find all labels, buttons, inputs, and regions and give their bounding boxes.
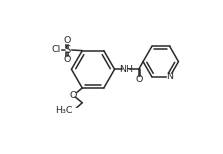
Text: O: O	[70, 91, 77, 100]
Polygon shape	[65, 47, 70, 53]
Polygon shape	[68, 108, 77, 113]
Polygon shape	[136, 77, 141, 82]
Text: N: N	[166, 72, 173, 81]
Polygon shape	[123, 67, 129, 72]
Text: S: S	[64, 45, 71, 55]
Polygon shape	[167, 75, 172, 79]
Polygon shape	[53, 47, 60, 53]
Polygon shape	[65, 57, 70, 62]
Text: O: O	[64, 55, 71, 64]
Text: NH: NH	[119, 65, 133, 74]
Text: O: O	[64, 36, 71, 45]
Text: H₃C: H₃C	[55, 106, 72, 115]
Text: O: O	[135, 75, 142, 84]
Polygon shape	[71, 93, 76, 98]
Text: Cl: Cl	[52, 45, 61, 54]
Polygon shape	[65, 38, 70, 43]
